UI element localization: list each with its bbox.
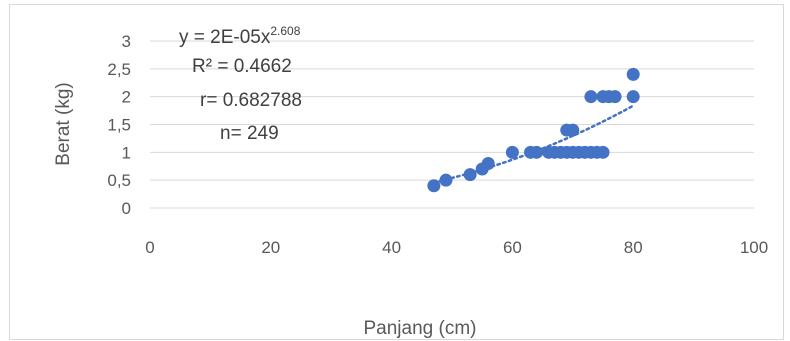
y-tick-label: 2,5: [107, 60, 131, 79]
r-value-label: r= 0.682788: [200, 90, 302, 111]
data-point: [463, 168, 477, 182]
data-point: [626, 90, 640, 104]
trendline: [432, 104, 635, 184]
x-tick-label: 60: [503, 238, 522, 257]
trendline-group: [432, 104, 635, 184]
trend-equation: y = 2E-05x2.608: [179, 24, 301, 48]
y-tick-label: 0: [122, 199, 131, 218]
chart-frame: [9, 4, 784, 340]
y-axis-title: Berat (kg): [53, 82, 74, 165]
x-tick-label: 0: [145, 238, 154, 257]
y-tick-label: 0,5: [107, 171, 131, 190]
data-point: [481, 156, 495, 170]
trend-equation-exponent: 2.608: [270, 24, 300, 38]
data-point: [608, 90, 622, 104]
x-tick-label: 80: [624, 238, 643, 257]
x-axis-ticks: 0 20 40 60 80 100: [145, 238, 768, 257]
data-point: [566, 123, 580, 137]
data-point: [596, 145, 610, 159]
y-axis-ticks: 0 0,5 1 1,5 2 2,5 3: [107, 32, 131, 218]
data-point: [584, 90, 598, 104]
n-label: n= 249: [220, 123, 279, 144]
y-tick-label: 1: [122, 143, 131, 162]
y-tick-label: 2: [122, 88, 131, 107]
x-tick-label: 40: [382, 238, 401, 257]
data-point: [439, 173, 453, 187]
data-point: [626, 67, 640, 81]
x-axis-title: Panjang (cm): [364, 318, 477, 339]
x-tick-label: 20: [261, 238, 280, 257]
data-point: [505, 145, 519, 159]
data-point: [427, 179, 441, 193]
trend-equation-base: y = 2E-05x: [179, 27, 271, 48]
gridlines: [150, 40, 754, 209]
y-tick-label: 1,5: [107, 116, 131, 135]
r-squared-label: R² = 0.4662: [192, 56, 292, 77]
x-tick-label: 100: [740, 238, 768, 257]
y-tick-label: 3: [122, 32, 131, 51]
data-point: [530, 145, 544, 159]
data-points: [427, 67, 640, 193]
